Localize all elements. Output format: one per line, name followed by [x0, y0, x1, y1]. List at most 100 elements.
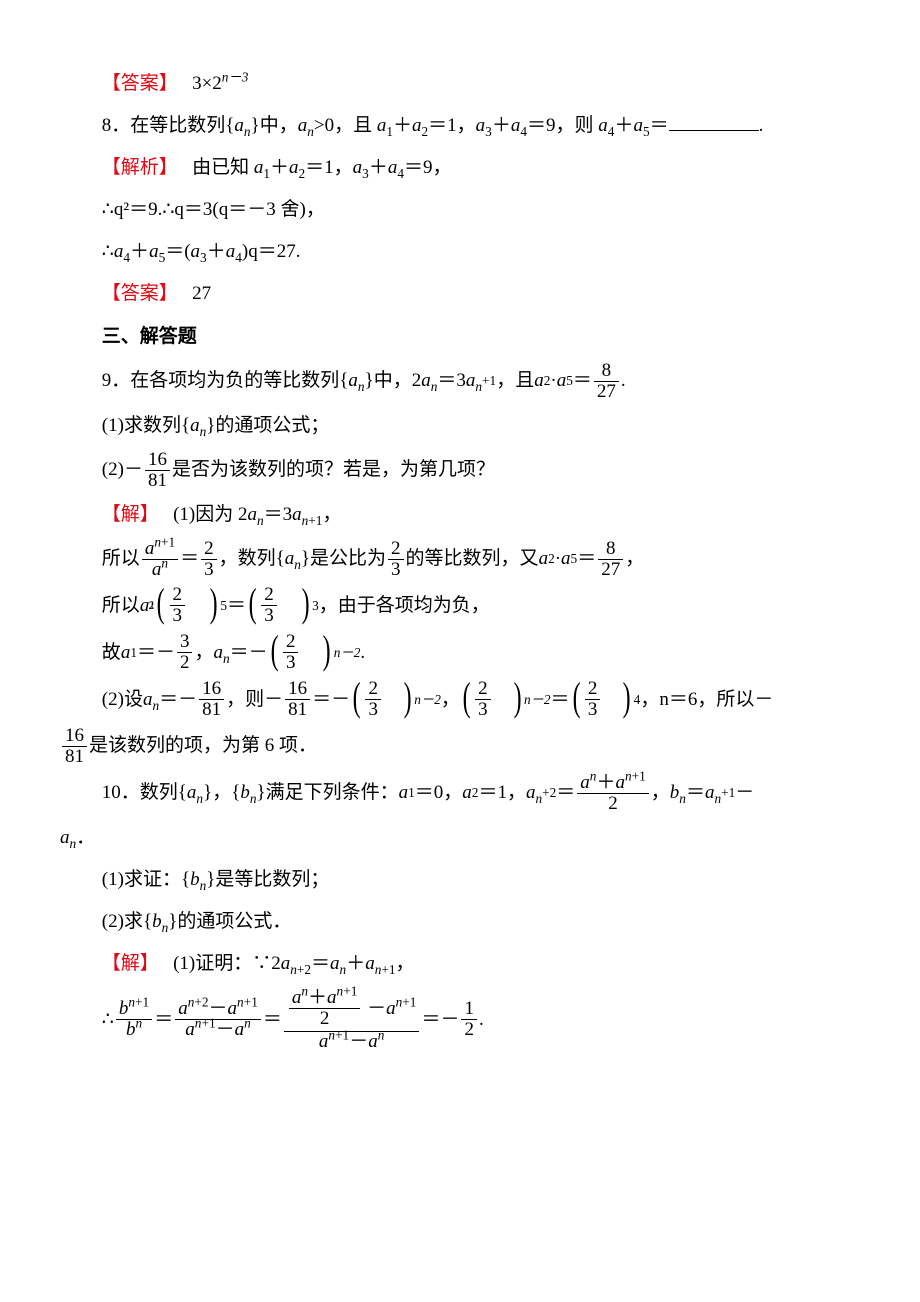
- t: ，: [194, 635, 213, 671]
- num: an＋an+1: [577, 773, 648, 794]
- num: 2: [365, 679, 381, 700]
- t: ＋: [492, 115, 511, 136]
- t: ，: [441, 682, 460, 718]
- q9-sol-5: (2)设 an＝－ 1681 ，则－ 1681 ＝－ (23)n－2 ， (23…: [60, 679, 860, 720]
- frac-bn1-bn: bn+1 bn: [116, 999, 152, 1040]
- t: 9．在各项均为负的等比数列{: [102, 363, 349, 399]
- t: ＝1，: [478, 775, 526, 811]
- t: 8．在等比数列{: [102, 115, 235, 136]
- t: }是等比数列；: [206, 869, 329, 890]
- t: ＝9，则: [527, 115, 598, 136]
- t: (2)设: [102, 682, 143, 718]
- frac-16-81: 1681: [145, 450, 170, 491]
- t: 的等比数列，又: [406, 541, 539, 577]
- num: 16: [199, 679, 224, 700]
- frac-2-3: 23: [201, 539, 217, 580]
- den: 3: [585, 700, 601, 720]
- frac-1-2: 12: [461, 999, 477, 1040]
- t: ＝: [577, 541, 596, 577]
- q9-sub2: (2)－ 1681 是否为该数列的项？若是，为第几项？: [60, 450, 860, 491]
- t: ，: [396, 953, 415, 974]
- t: ＋: [393, 115, 412, 136]
- q9-sol-6: 1681 是该数列的项，为第 6 项．: [60, 726, 860, 767]
- frac-16-81: 1681: [62, 726, 87, 767]
- t: ．: [76, 827, 95, 848]
- t: ＝: [686, 775, 705, 811]
- den: 2: [461, 1020, 477, 1040]
- t: }中，2: [365, 363, 422, 399]
- t: ，且: [496, 363, 534, 399]
- blank-field: [669, 130, 759, 131]
- t: ＝－: [312, 682, 350, 718]
- q8-analysis-1: 【解析】 由已知 a1＋a2＝1，a3＋a4＝9，: [60, 150, 860, 186]
- t: ＝－: [421, 1002, 459, 1038]
- q9-sub1: (1)求数列{an}的通项公式；: [60, 408, 860, 444]
- q8-answer: 【答案】 27: [60, 276, 860, 312]
- den: 3: [283, 653, 299, 673]
- frac-2-3: 23: [283, 632, 299, 673]
- t: ＋: [346, 953, 365, 974]
- t: )q＝27.: [242, 241, 301, 262]
- q7-answer-value: 3×2: [192, 73, 222, 94]
- num: 2: [201, 539, 217, 560]
- t: }中，: [251, 115, 298, 136]
- section-title: 三、解答题: [102, 326, 197, 347]
- den: 3: [261, 606, 277, 626]
- solve-tag: 【解】: [102, 504, 159, 525]
- frac-2-3: 23: [585, 679, 601, 720]
- q10-sol-1: 【解】 (1)证明：∵2an+2＝an＋an+1，: [60, 946, 860, 982]
- num: 16: [285, 679, 310, 700]
- t: ＝－: [230, 635, 268, 671]
- frac-2-3: 23: [170, 585, 186, 626]
- t: (2)求{: [102, 911, 152, 932]
- t: ＝: [556, 775, 575, 811]
- t: 故: [102, 635, 121, 671]
- t: >0，且: [314, 115, 377, 136]
- t: ＋: [207, 241, 226, 262]
- t: (1)求证：{: [102, 869, 190, 890]
- t: .: [479, 1002, 484, 1038]
- t: ，则－: [226, 682, 283, 718]
- den: 81: [62, 747, 87, 767]
- t: (2)－: [102, 452, 143, 488]
- section-3-heading: 三、解答题: [60, 319, 860, 355]
- t: ∴: [102, 241, 114, 262]
- t: ＝: [263, 1002, 282, 1038]
- t: }的通项公式；: [206, 415, 329, 436]
- t: 由已知: [192, 157, 254, 178]
- den: an: [142, 560, 178, 580]
- t: ＋: [614, 115, 633, 136]
- frac-diff1: an+2－an+1 an+1－an: [175, 999, 261, 1040]
- analysis-tag: 【解析】: [102, 157, 178, 178]
- inner-num: an＋an+1: [289, 988, 360, 1009]
- t: ＝(: [165, 241, 190, 262]
- q10-sub2: (2)求{bn}的通项公式．: [60, 904, 860, 940]
- q10-sol-2: ∴ bn+1 bn ＝ an+2－an+1 an+1－an ＝ an＋an+1 …: [60, 988, 860, 1051]
- frac-8-27: 827: [598, 539, 623, 580]
- t: 是该数列的项，为第 6 项．: [89, 728, 317, 764]
- frac-2-3: 23: [261, 585, 277, 626]
- frac-2-3: 23: [475, 679, 491, 720]
- t: ，数列{: [219, 541, 285, 577]
- frac-2-3: 23: [365, 679, 381, 720]
- den: 3: [170, 606, 186, 626]
- q7-answer-line: 【答案】 3×2n－3: [60, 66, 860, 102]
- t: ＝: [180, 541, 199, 577]
- den: 81: [145, 471, 170, 491]
- frac-2-3: 23: [388, 539, 404, 580]
- t: 10．数列{: [102, 775, 187, 811]
- t: (1)证明：∵2: [173, 953, 281, 974]
- t: ，n＝6，所以－: [640, 682, 773, 718]
- t: －: [735, 775, 754, 811]
- den: an+1－an: [284, 1032, 420, 1051]
- t: ＝: [551, 682, 570, 718]
- t: ＝: [311, 953, 330, 974]
- t: ＝: [154, 1002, 173, 1038]
- frac-an1-an: an+1 an: [142, 539, 178, 580]
- t: (1)因为 2: [173, 504, 247, 525]
- t: 所以: [102, 588, 140, 624]
- frac-3-2: 32: [177, 632, 193, 673]
- den: 3: [388, 560, 404, 580]
- num: an+1: [142, 539, 178, 560]
- den: 3: [365, 700, 381, 720]
